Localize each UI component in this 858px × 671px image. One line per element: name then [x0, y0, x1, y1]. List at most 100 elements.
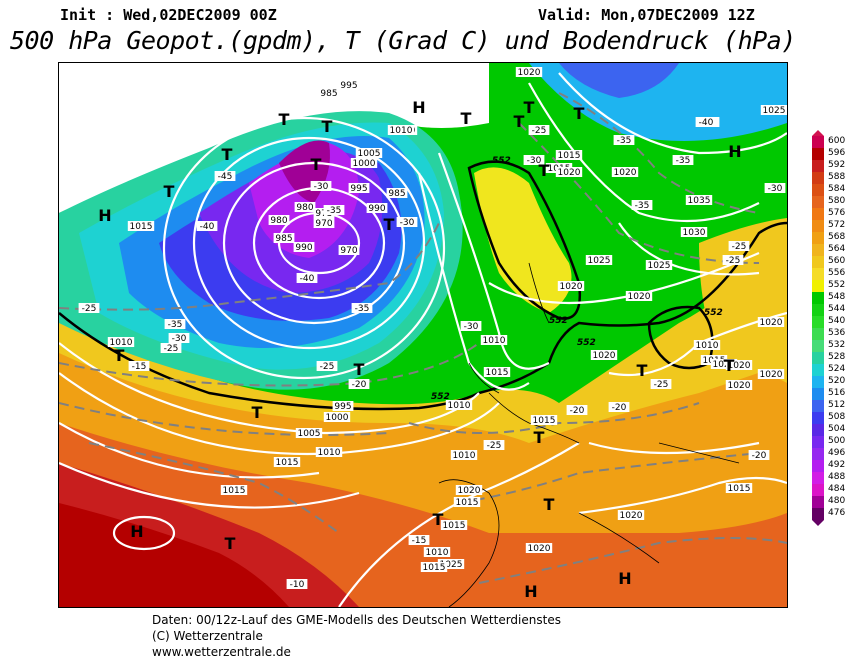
- scale-label: 516: [828, 388, 846, 398]
- pressure-label: 990: [293, 242, 315, 253]
- pressure-label: 990: [366, 203, 388, 214]
- svg-text:-20: -20: [612, 403, 627, 413]
- low-pressure-marker: T: [384, 215, 395, 234]
- scale-swatch: [812, 448, 824, 460]
- svg-text:1020: 1020: [728, 361, 751, 371]
- temperature-label: -25: [160, 343, 182, 354]
- pressure-label: 1010: [450, 450, 478, 461]
- svg-text:-35: -35: [635, 201, 650, 211]
- pressure-label: 1015: [483, 367, 511, 378]
- scale-swatch: [812, 388, 824, 400]
- low-pressure-marker: T: [544, 495, 555, 514]
- svg-text:1025: 1025: [440, 560, 463, 570]
- geopotential-labels: 552 552 552 552 552: [431, 156, 723, 402]
- low-pressure-marker: T: [279, 110, 290, 129]
- temperature-label: -40: [695, 117, 717, 128]
- pressure-label: 1015: [220, 485, 248, 496]
- chart-title: 500 hPa Geopot.(gpdm), T (Grad C) und Bo…: [10, 26, 796, 55]
- temperature-label: -30: [460, 321, 482, 332]
- copyright: (C) Wetterzentrale: [152, 629, 263, 643]
- low-pressure-marker: T: [637, 361, 648, 380]
- svg-text:970: 970: [315, 219, 332, 229]
- geopot-552-ring: [467, 160, 582, 320]
- pressure-label: 980: [268, 215, 290, 226]
- pressure-label: 1015: [420, 562, 448, 573]
- svg-text:985: 985: [275, 234, 292, 244]
- svg-text:1015: 1015: [456, 498, 479, 508]
- pressure-label: 970: [313, 218, 335, 229]
- geopot-label: 552: [549, 316, 568, 326]
- pressure-label: 1020: [710, 359, 738, 370]
- init-time: Init : Wed,02DEC2009 00Z: [60, 6, 277, 24]
- pressure-label: 1005: [355, 148, 383, 159]
- scale-swatch: [812, 136, 824, 148]
- pressure-label: 1020: [525, 543, 553, 554]
- svg-text:-10: -10: [290, 580, 305, 590]
- scale-label: 476: [828, 508, 846, 518]
- low-pressure-marker: T: [114, 346, 125, 365]
- scale-swatch: [812, 376, 824, 388]
- svg-text:-30: -30: [172, 334, 187, 344]
- pressure-label: 1035: [685, 195, 713, 206]
- east-ridge: [699, 218, 787, 383]
- svg-text:1020: 1020: [620, 511, 643, 521]
- svg-text:1010: 1010: [448, 401, 471, 411]
- pressure-label: 1025: [760, 105, 787, 116]
- svg-text:-30: -30: [768, 184, 783, 194]
- svg-text:990: 990: [295, 243, 312, 253]
- scale-swatch: [812, 328, 824, 340]
- scale-label: 596: [828, 148, 846, 158]
- scale-label: 564: [828, 244, 846, 254]
- svg-text:1010: 1010: [483, 336, 506, 346]
- svg-text:1020: 1020: [713, 360, 736, 370]
- svg-text:-25: -25: [487, 441, 502, 451]
- scale-label: 484: [828, 484, 846, 494]
- pressure-label: 1020: [515, 67, 543, 78]
- pressure-label: 1010: [423, 547, 451, 558]
- geopot-label: 552: [492, 156, 511, 166]
- svg-text:1035: 1035: [688, 196, 711, 206]
- svg-text:1015: 1015: [443, 521, 466, 531]
- pressure-label: 970: [338, 245, 360, 256]
- svg-text:985: 985: [388, 189, 405, 199]
- scale-top-arrow: [812, 130, 824, 136]
- svg-text:1015: 1015: [533, 416, 556, 426]
- temperature-label: -15: [128, 361, 150, 372]
- pressure-label: 1015: [453, 497, 481, 508]
- scale-swatch: [812, 508, 824, 520]
- temperature-label: -30: [764, 183, 786, 194]
- temperature-label: -25: [728, 241, 750, 252]
- scandinavia-ridge: [474, 167, 572, 313]
- pressure-label: 1010: [315, 447, 343, 458]
- svg-text:1025: 1025: [648, 261, 671, 271]
- scale-swatch: [812, 412, 824, 424]
- scale-swatch: [812, 352, 824, 364]
- pressure-label: 1015: [440, 520, 468, 531]
- svg-text:970: 970: [340, 246, 357, 256]
- temperature-label: -15: [408, 535, 430, 546]
- low-pressure-marker: T: [311, 155, 322, 174]
- scale-swatch: [812, 232, 824, 244]
- scale-label: 508: [828, 412, 846, 422]
- pressure-label: 985: [318, 88, 340, 99]
- scale-label: 556: [828, 268, 846, 278]
- pressure-label: 1015: [273, 457, 301, 468]
- svg-text:1015: 1015: [223, 486, 246, 496]
- low-pressure-marker: T: [574, 104, 585, 123]
- svg-text:-40: -40: [200, 222, 215, 232]
- svg-text:1015: 1015: [558, 151, 581, 161]
- scale-label: 532: [828, 340, 846, 350]
- scale-label: 492: [828, 460, 846, 470]
- svg-text:-15: -15: [132, 362, 147, 372]
- svg-text:-35: -35: [676, 156, 691, 166]
- scale-label: 500: [828, 436, 846, 446]
- scale-swatch: [812, 472, 824, 484]
- svg-text:1010: 1010: [426, 548, 449, 558]
- temperature-label: -20: [348, 379, 370, 390]
- scale-swatch: [812, 268, 824, 280]
- svg-text:-35: -35: [617, 136, 632, 146]
- pressure-label: 995: [338, 80, 360, 91]
- temperature-label: -35: [323, 205, 345, 216]
- temperature-label: -45: [214, 171, 236, 182]
- svg-text:-45: -45: [218, 172, 233, 182]
